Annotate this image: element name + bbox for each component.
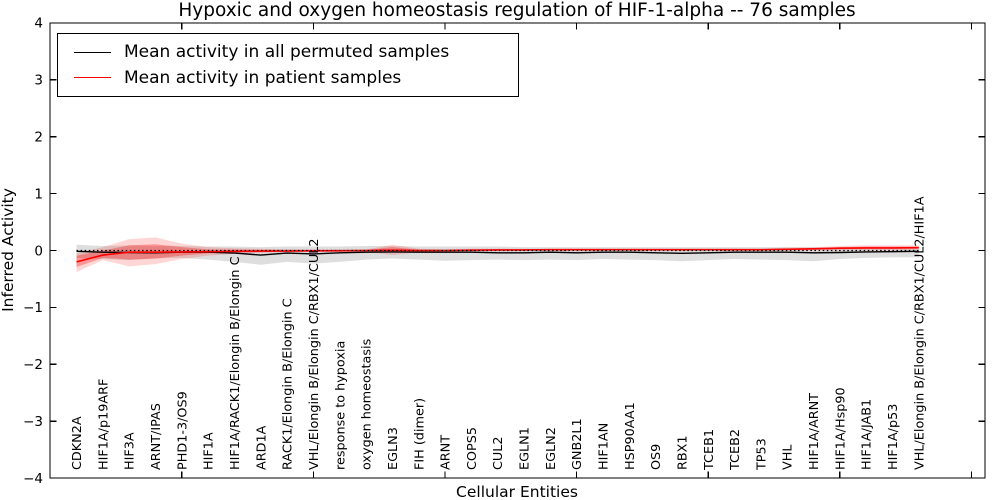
legend-label-patient: Mean activity in patient samples bbox=[124, 67, 402, 88]
entity-tick-label: HIF1A/RACK1/Elongin B/Elongin C bbox=[228, 256, 243, 470]
legend-line-sample-patient bbox=[74, 77, 111, 79]
entity-tick-label: HIF1A/p53 bbox=[886, 404, 901, 470]
entity-tick-label: FIH (dimer) bbox=[412, 398, 427, 470]
entity-tick-label: COPS5 bbox=[465, 427, 480, 470]
entity-tick-label: ARNT bbox=[439, 435, 454, 470]
chart-title: Hypoxic and oxygen homeostasis regulatio… bbox=[178, 0, 855, 21]
x-axis-label: Cellular Entities bbox=[456, 483, 578, 500]
y-tick-label: 0 bbox=[34, 243, 43, 259]
entity-tick-label: HIF1AN bbox=[597, 423, 612, 470]
entity-tick-label: EGLN1 bbox=[518, 427, 533, 470]
y-tick-label: −3 bbox=[23, 414, 43, 430]
y-tick-label: 1 bbox=[34, 186, 43, 202]
entity-tick-label: HIF1A/JAB1 bbox=[860, 399, 875, 470]
entity-tick-label: CUL2 bbox=[491, 436, 506, 470]
y-tick-label: −1 bbox=[23, 300, 43, 316]
entity-tick-label: CDKN2A bbox=[70, 416, 85, 470]
entity-tick-label: ARD1A bbox=[254, 425, 269, 470]
entity-tick-label: RBX1 bbox=[675, 435, 690, 470]
entity-tick-label: VHL/Elongin B/Elongin C/RBX1/CUL2/HIF1A bbox=[912, 196, 927, 470]
entity-tick-label: HIF1A/p19ARF bbox=[96, 379, 111, 470]
entity-tick-label: HSP90AA1 bbox=[623, 402, 638, 470]
entity-tick-label: TCEB1 bbox=[702, 429, 717, 471]
entity-tick-label: TP53 bbox=[754, 438, 769, 471]
y-tick-label: −2 bbox=[23, 357, 43, 373]
entity-tick-label: response to hypoxia bbox=[333, 341, 348, 470]
entity-tick-label: oxygen homeostasis bbox=[360, 338, 375, 470]
legend: Mean activity in all permuted samples Me… bbox=[57, 33, 519, 97]
entity-tick-label: HIF3A bbox=[123, 432, 138, 470]
entity-tick-label: PHD1-3/OS9 bbox=[175, 391, 190, 470]
patient-mean-line bbox=[76, 246, 919, 263]
entity-tick-label: OS9 bbox=[649, 444, 664, 470]
entity-tick-label: HIF1A bbox=[202, 432, 217, 470]
y-tick-label: −4 bbox=[23, 471, 43, 487]
entity-tick-label: VHL/Elongin B/Elongin C/RBX1/CUL2 bbox=[307, 239, 322, 470]
entity-tick-label: RACK1/Elongin B/Elongin C bbox=[281, 298, 296, 470]
permuted-mean-line bbox=[76, 250, 919, 256]
y-tick-label: 3 bbox=[34, 73, 43, 89]
legend-entry-patient: Mean activity in patient samples bbox=[74, 67, 518, 88]
entity-tick-label: VHL bbox=[781, 444, 796, 470]
legend-label-permuted: Mean activity in all permuted samples bbox=[124, 41, 450, 62]
entity-tick-label: TCEB2 bbox=[728, 429, 743, 471]
y-axis-label: Inferred Activity bbox=[0, 188, 17, 312]
legend-line-sample-permuted bbox=[74, 51, 111, 53]
entity-tick-label: ARNT/IPAS bbox=[149, 403, 164, 470]
entity-tick-label: EGLN2 bbox=[544, 427, 559, 470]
entity-tick-label: GNB2L1 bbox=[570, 418, 585, 470]
y-tick-label: 2 bbox=[34, 130, 43, 146]
entity-tick-label: HIF1A/ARNT bbox=[807, 393, 822, 470]
patient-outer-band bbox=[76, 237, 919, 273]
legend-entry-permuted: Mean activity in all permuted samples bbox=[74, 43, 518, 62]
y-tick-label: 4 bbox=[34, 16, 43, 32]
entity-tick-label: EGLN3 bbox=[386, 427, 401, 470]
entity-tick-label: HIF1A/Hsp90 bbox=[833, 387, 848, 470]
